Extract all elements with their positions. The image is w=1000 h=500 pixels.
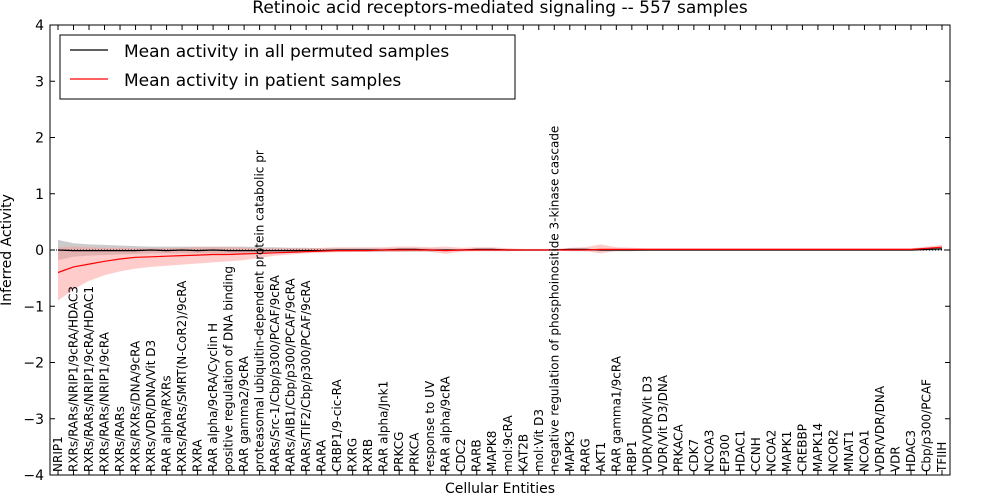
x-tick-label: RAR alpha/9cRA	[439, 375, 453, 472]
x-tick-label: response to UV	[423, 380, 437, 472]
x-tick-label: MAPK8	[485, 431, 499, 472]
x-tick-label: AKT1	[594, 442, 608, 472]
x-tick-label: KAT2B	[516, 434, 530, 472]
y-tick-label: 4	[35, 18, 44, 34]
x-tick-label: PRKCA	[408, 432, 422, 472]
x-tick-label: RBP1	[625, 441, 639, 472]
x-tick-label: CDC2	[454, 438, 468, 472]
x-tick-label: TFIIH	[935, 442, 949, 473]
plot-frame	[49, 24, 951, 476]
chart-title: Retinoic acid receptors-mediated signali…	[252, 0, 748, 18]
x-tick-label: mol:9cRA	[501, 415, 515, 472]
series-lines	[57, 246, 943, 274]
x-tick-label: RXRG	[346, 438, 360, 472]
x-tick-label: EP300	[718, 434, 732, 472]
x-tick-label: positive regulation of DNA binding	[222, 266, 236, 472]
line-patient	[57, 246, 943, 274]
x-tick-label: RAR alpha/RXRs	[160, 375, 174, 472]
x-tick-label: MAPK1	[780, 431, 794, 472]
x-tick-label: HDAC3	[904, 430, 918, 472]
x-tick-label: NCOA2	[764, 430, 778, 472]
x-tick-label: RXRs/RARs/NRIP1/9cRA	[98, 331, 112, 472]
x-axis-label: Cellular Entities	[445, 481, 555, 497]
x-tick-label: VDR/Vit D3/DNA	[656, 374, 670, 472]
x-tick-label: CREBBP	[795, 424, 809, 472]
x-tick-label: RAR alpha/9cRA/Cyclin H	[206, 323, 220, 472]
y-tick-label: −3	[23, 412, 44, 428]
x-tick-label: RXRs/RARs/SMRT(N-CoR2)/9cRA	[175, 280, 189, 472]
x-tick-label: RARG	[578, 438, 592, 472]
y-tick-label: 0	[35, 243, 44, 259]
x-tick-label: PRKCG	[392, 432, 406, 472]
y-tick-label: 3	[35, 74, 44, 90]
x-tick-label: RARs/TIF2/Cbp/p300/PCAF/9cRA	[299, 280, 313, 472]
x-tick-label: RXRB	[361, 439, 375, 472]
x-tick-label: NRIP1	[51, 436, 65, 472]
legend-label-patient: Mean activity in patient samples	[124, 71, 401, 91]
y-axis-ticks: −4 −3 −2 −1 0 1 2 3 4	[23, 18, 950, 484]
x-tick-label: Cbp/p300/PCAF	[920, 379, 934, 472]
x-tick-label: MAPK14	[811, 423, 825, 472]
x-tick-label: RAR gamma1/9cRA	[609, 355, 623, 472]
x-tick-label: RARs/Src-1/Cbp/p300/PCAF/9cRA	[268, 274, 282, 472]
x-tick-label: NCOR2	[826, 429, 840, 472]
y-tick-label: 1	[35, 187, 44, 203]
x-tick-label: RAR gamma2/9cRA	[237, 355, 251, 472]
x-tick-label: RXRs/RARs/NRIP1/9cRA/HDAC3	[67, 286, 81, 472]
y-tick-label: −1	[23, 299, 44, 315]
band-patient	[58, 244, 942, 301]
x-tick-label: VDR/VDR/DNA	[873, 385, 887, 472]
x-tick-label: mol:Vit D3	[532, 409, 546, 472]
x-tick-label: MAPK3	[563, 431, 577, 472]
x-tick-label: RXRA	[191, 439, 205, 472]
x-tick-label: negative regulation of phosphoinositide …	[547, 126, 561, 472]
x-tick-label: HDAC1	[733, 430, 747, 472]
x-tick-label: NCOA1	[858, 430, 872, 472]
x-tick-label: RARs/AIB1/Cbp/p300/PCAF/9cRA	[284, 278, 298, 472]
legend-label-permuted: Mean activity in all permuted samples	[124, 42, 449, 62]
y-tick-label: −2	[23, 356, 44, 372]
legend: Mean activity in all permuted samples Me…	[59, 34, 516, 100]
x-tick-label: RXRs/RXRs/DNA/9cRA	[129, 340, 143, 472]
x-axis-ticks: NRIP1 RXRs/RARs/NRIP1/9cRA/HDAC3 RXRs/RARs…	[51, 25, 949, 475]
y-axis-label: Inferred Activity	[0, 194, 15, 306]
x-tick-label: MNAT1	[842, 430, 856, 472]
y-tick-label: −4	[23, 468, 44, 484]
x-tick-label: RXRs/RARs/NRIP1/9cRA/HDAC1	[82, 286, 96, 472]
x-tick-label: CDK7	[687, 439, 701, 472]
x-tick-label: proteasomal ubiquitin-dependent protein …	[253, 150, 267, 472]
x-tick-label: CCNH	[749, 437, 763, 472]
legend-box	[59, 34, 516, 100]
x-tick-label: VDR/VDR/Vit D3	[640, 376, 654, 472]
y-tick-label: 2	[35, 131, 44, 147]
x-tick-label: RXRs/RARs	[113, 406, 127, 472]
x-tick-label: NCOA3	[702, 430, 716, 472]
x-tick-label: RXRs/VDR/DNA/Vit D3	[144, 340, 158, 472]
x-tick-label: RAR alpha/Jnk1	[377, 381, 391, 472]
x-tick-label: RARB	[470, 439, 484, 472]
x-tick-label: PRKACA	[671, 423, 685, 472]
x-tick-label: VDR	[889, 446, 903, 472]
x-tick-label: RARA	[315, 439, 329, 472]
x-tick-label: CRBP1/9-cic-RA	[330, 379, 344, 473]
